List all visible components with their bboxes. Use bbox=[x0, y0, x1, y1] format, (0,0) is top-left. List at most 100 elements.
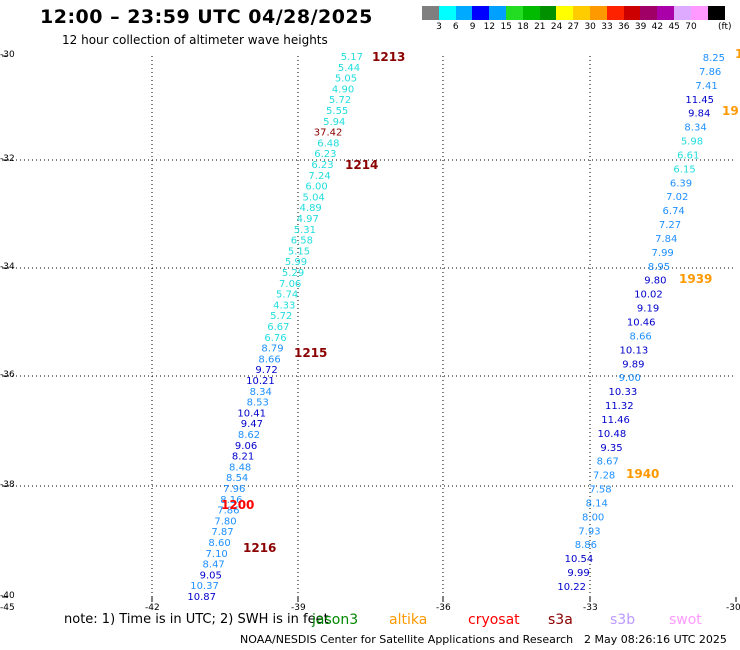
satellite-legend-item: s3a bbox=[548, 612, 573, 628]
colorbar-label: 6 bbox=[452, 22, 459, 32]
colorbar-swatch bbox=[707, 6, 725, 20]
wave-height-value: 8.62 bbox=[238, 430, 260, 441]
wave-height-value: 7.28 bbox=[593, 471, 615, 482]
colorbar-swatch bbox=[422, 6, 439, 20]
wave-height-value: 6.39 bbox=[670, 178, 692, 189]
wave-height-value: 10.41 bbox=[237, 408, 266, 419]
wave-height-value: 11.46 bbox=[601, 415, 630, 426]
wave-height-value: 5.05 bbox=[335, 74, 357, 85]
colorbar-label: 15 bbox=[500, 22, 512, 32]
wave-height-value: 7.99 bbox=[652, 248, 674, 259]
wave-height-value: 7.02 bbox=[666, 192, 688, 203]
colorbar-swatch bbox=[506, 6, 523, 20]
colorbar-label: 33 bbox=[601, 22, 613, 32]
colorbar-label: 9 bbox=[469, 22, 476, 32]
wave-height-value: 7.86 bbox=[217, 506, 239, 517]
wave-height-value: 7.06 bbox=[279, 279, 301, 290]
wave-height-value: 8.95 bbox=[648, 262, 670, 273]
longitude-label: -36 bbox=[436, 603, 451, 613]
wave-height-value: 4.90 bbox=[332, 84, 354, 95]
wave-height-value: 6.23 bbox=[314, 149, 336, 160]
colorbar-label: 3 bbox=[436, 22, 442, 32]
axis-ticks bbox=[2, 55, 737, 602]
altimeter-tracks: 5.175.445.054.905.725.555.9437.426.486.2… bbox=[187, 52, 725, 603]
wave-height-value: 7.80 bbox=[214, 516, 236, 527]
pass-time-label: 1 bbox=[735, 47, 740, 61]
wave-height-value: 7.41 bbox=[695, 81, 717, 92]
colorbar-label: 39 bbox=[634, 22, 647, 32]
wave-height-value: 8.60 bbox=[208, 538, 230, 549]
wave-height-value: 5.99 bbox=[285, 257, 307, 268]
footer-note: note: 1) Time is in UTC; 2) SWH is in fe… bbox=[64, 612, 329, 627]
wave-height-value: 11.45 bbox=[685, 95, 714, 106]
wave-height-value: 10.87 bbox=[187, 592, 216, 603]
latitude-label: -45 bbox=[0, 603, 15, 613]
wave-height-value: 9.84 bbox=[688, 109, 710, 120]
wave-height-value: 6.23 bbox=[311, 160, 333, 171]
wave-height-value: 8.14 bbox=[586, 499, 608, 510]
colorbar-swatch bbox=[489, 6, 507, 20]
wave-height-value: 9.72 bbox=[255, 365, 277, 376]
wave-height-value: 7.24 bbox=[308, 171, 330, 182]
colorbar-label: 42 bbox=[651, 22, 664, 32]
wave-height-value: 8.34 bbox=[684, 123, 706, 134]
wave-height-value: 10.33 bbox=[609, 387, 638, 398]
wave-height-value: 6.48 bbox=[317, 138, 339, 149]
wave-height-value: 5.74 bbox=[276, 290, 298, 301]
colorbar-swatch bbox=[606, 6, 624, 20]
wave-height-value: 5.55 bbox=[326, 106, 348, 117]
colorbar-swatch bbox=[690, 6, 708, 20]
pass-time-label: 1939 bbox=[679, 272, 712, 286]
wave-height-value: 6.58 bbox=[291, 236, 313, 247]
wave-height-value: 8.86 bbox=[575, 540, 597, 551]
wave-height-value: 9.05 bbox=[200, 570, 222, 581]
wave-height-value: 5.17 bbox=[341, 52, 363, 63]
colorbar-label: 30 bbox=[584, 22, 596, 32]
wave-height-value: 9.99 bbox=[567, 568, 589, 579]
map-title: 12:00 – 23:59 UTC 04/28/2025 bbox=[40, 6, 373, 28]
wave-height-value: 9.06 bbox=[235, 441, 257, 452]
wave-height-value: 10.37 bbox=[190, 581, 219, 592]
latitude-label: -40 bbox=[0, 591, 15, 601]
wave-height-value: 9.00 bbox=[619, 373, 641, 384]
wave-height-value: 8.25 bbox=[703, 53, 725, 64]
longitude-label: -39 bbox=[291, 603, 306, 613]
wave-height-value: 5.72 bbox=[329, 95, 351, 106]
longitude-label: -33 bbox=[583, 603, 598, 613]
pass-time-label: 1213 bbox=[372, 50, 405, 64]
wave-height-value: 6.74 bbox=[663, 206, 685, 217]
colorbar-label: 70 bbox=[685, 22, 697, 32]
wave-height-value: 10.48 bbox=[598, 429, 627, 440]
colorbar-label: 18 bbox=[517, 22, 529, 32]
map-grid bbox=[8, 56, 736, 597]
credit-text: NOAA/NESDIS Center for Satellite Applica… bbox=[240, 633, 574, 646]
wave-height-value: 8.67 bbox=[597, 457, 619, 468]
wave-height-value: 8.34 bbox=[250, 387, 272, 398]
wave-height-value: 8.00 bbox=[582, 512, 604, 523]
latitude-label: -36 bbox=[0, 370, 15, 380]
wave-height-value: 7.10 bbox=[206, 549, 228, 560]
wave-height-value: 7.84 bbox=[655, 234, 677, 245]
wave-height-value: 8.53 bbox=[247, 398, 269, 409]
wave-height-value: 7.96 bbox=[223, 484, 245, 495]
colorbar-swatch bbox=[590, 6, 607, 20]
pass-time-label: 1214 bbox=[345, 158, 378, 172]
wave-height-value: 5.44 bbox=[338, 63, 360, 74]
wave-height-value: 9.19 bbox=[637, 304, 659, 315]
wave-height-value: 8.54 bbox=[226, 473, 248, 484]
wave-height-value: 7.87 bbox=[211, 527, 233, 538]
satellite-legend-item: s3b bbox=[610, 612, 636, 628]
wave-height-value: 5.15 bbox=[288, 246, 310, 257]
wave-height-value: 6.00 bbox=[305, 182, 327, 193]
colorbar-swatch bbox=[623, 6, 641, 20]
colorbar-label: 36 bbox=[618, 22, 630, 32]
pass-time-label: 19 bbox=[722, 104, 739, 118]
colorbar-swatch bbox=[674, 6, 691, 20]
wave-height-value: 6.61 bbox=[677, 150, 699, 161]
pass-time-label: 1216 bbox=[243, 541, 276, 555]
satellite-legend-item: swot bbox=[669, 612, 702, 628]
satellite-legend-item: jason3 bbox=[312, 612, 359, 628]
wave-height-value: 7.58 bbox=[589, 485, 611, 496]
wave-height-value: 8.66 bbox=[258, 354, 280, 365]
latitude-label: -38 bbox=[0, 480, 15, 490]
